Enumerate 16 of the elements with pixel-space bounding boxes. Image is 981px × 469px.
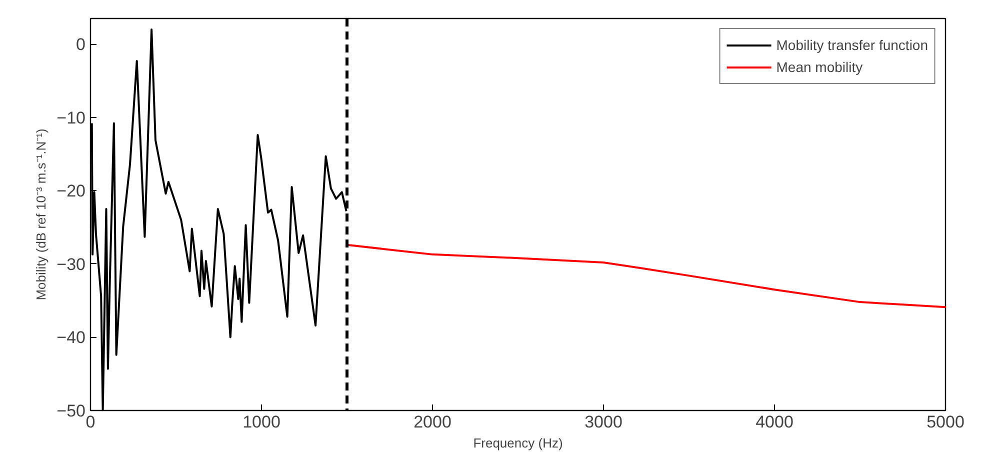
- y-tick-label: −10: [56, 108, 86, 128]
- x-tick-label: 4000: [756, 412, 794, 432]
- x-tick-label: 1000: [242, 412, 280, 432]
- x-tick-label: 2000: [414, 412, 452, 432]
- y-axis-title: Mobility (dB ref 10⁻³ m.s⁻¹.N⁻¹): [34, 128, 49, 300]
- y-tick-label: 0: [76, 35, 86, 54]
- y-tick-label: −40: [56, 328, 86, 348]
- x-tick-label: 5000: [926, 412, 964, 432]
- y-tick-label: −20: [56, 182, 86, 201]
- y-tick-label: −30: [56, 254, 86, 274]
- legend-label: Mobility transfer function: [776, 37, 928, 53]
- x-axis-title: Frequency (Hz): [473, 436, 563, 450]
- y-tick-label: −50: [56, 402, 86, 420]
- x-tick-label: 3000: [584, 412, 622, 432]
- line-series: [346, 244, 946, 308]
- legend-label: Mean mobility: [776, 59, 863, 75]
